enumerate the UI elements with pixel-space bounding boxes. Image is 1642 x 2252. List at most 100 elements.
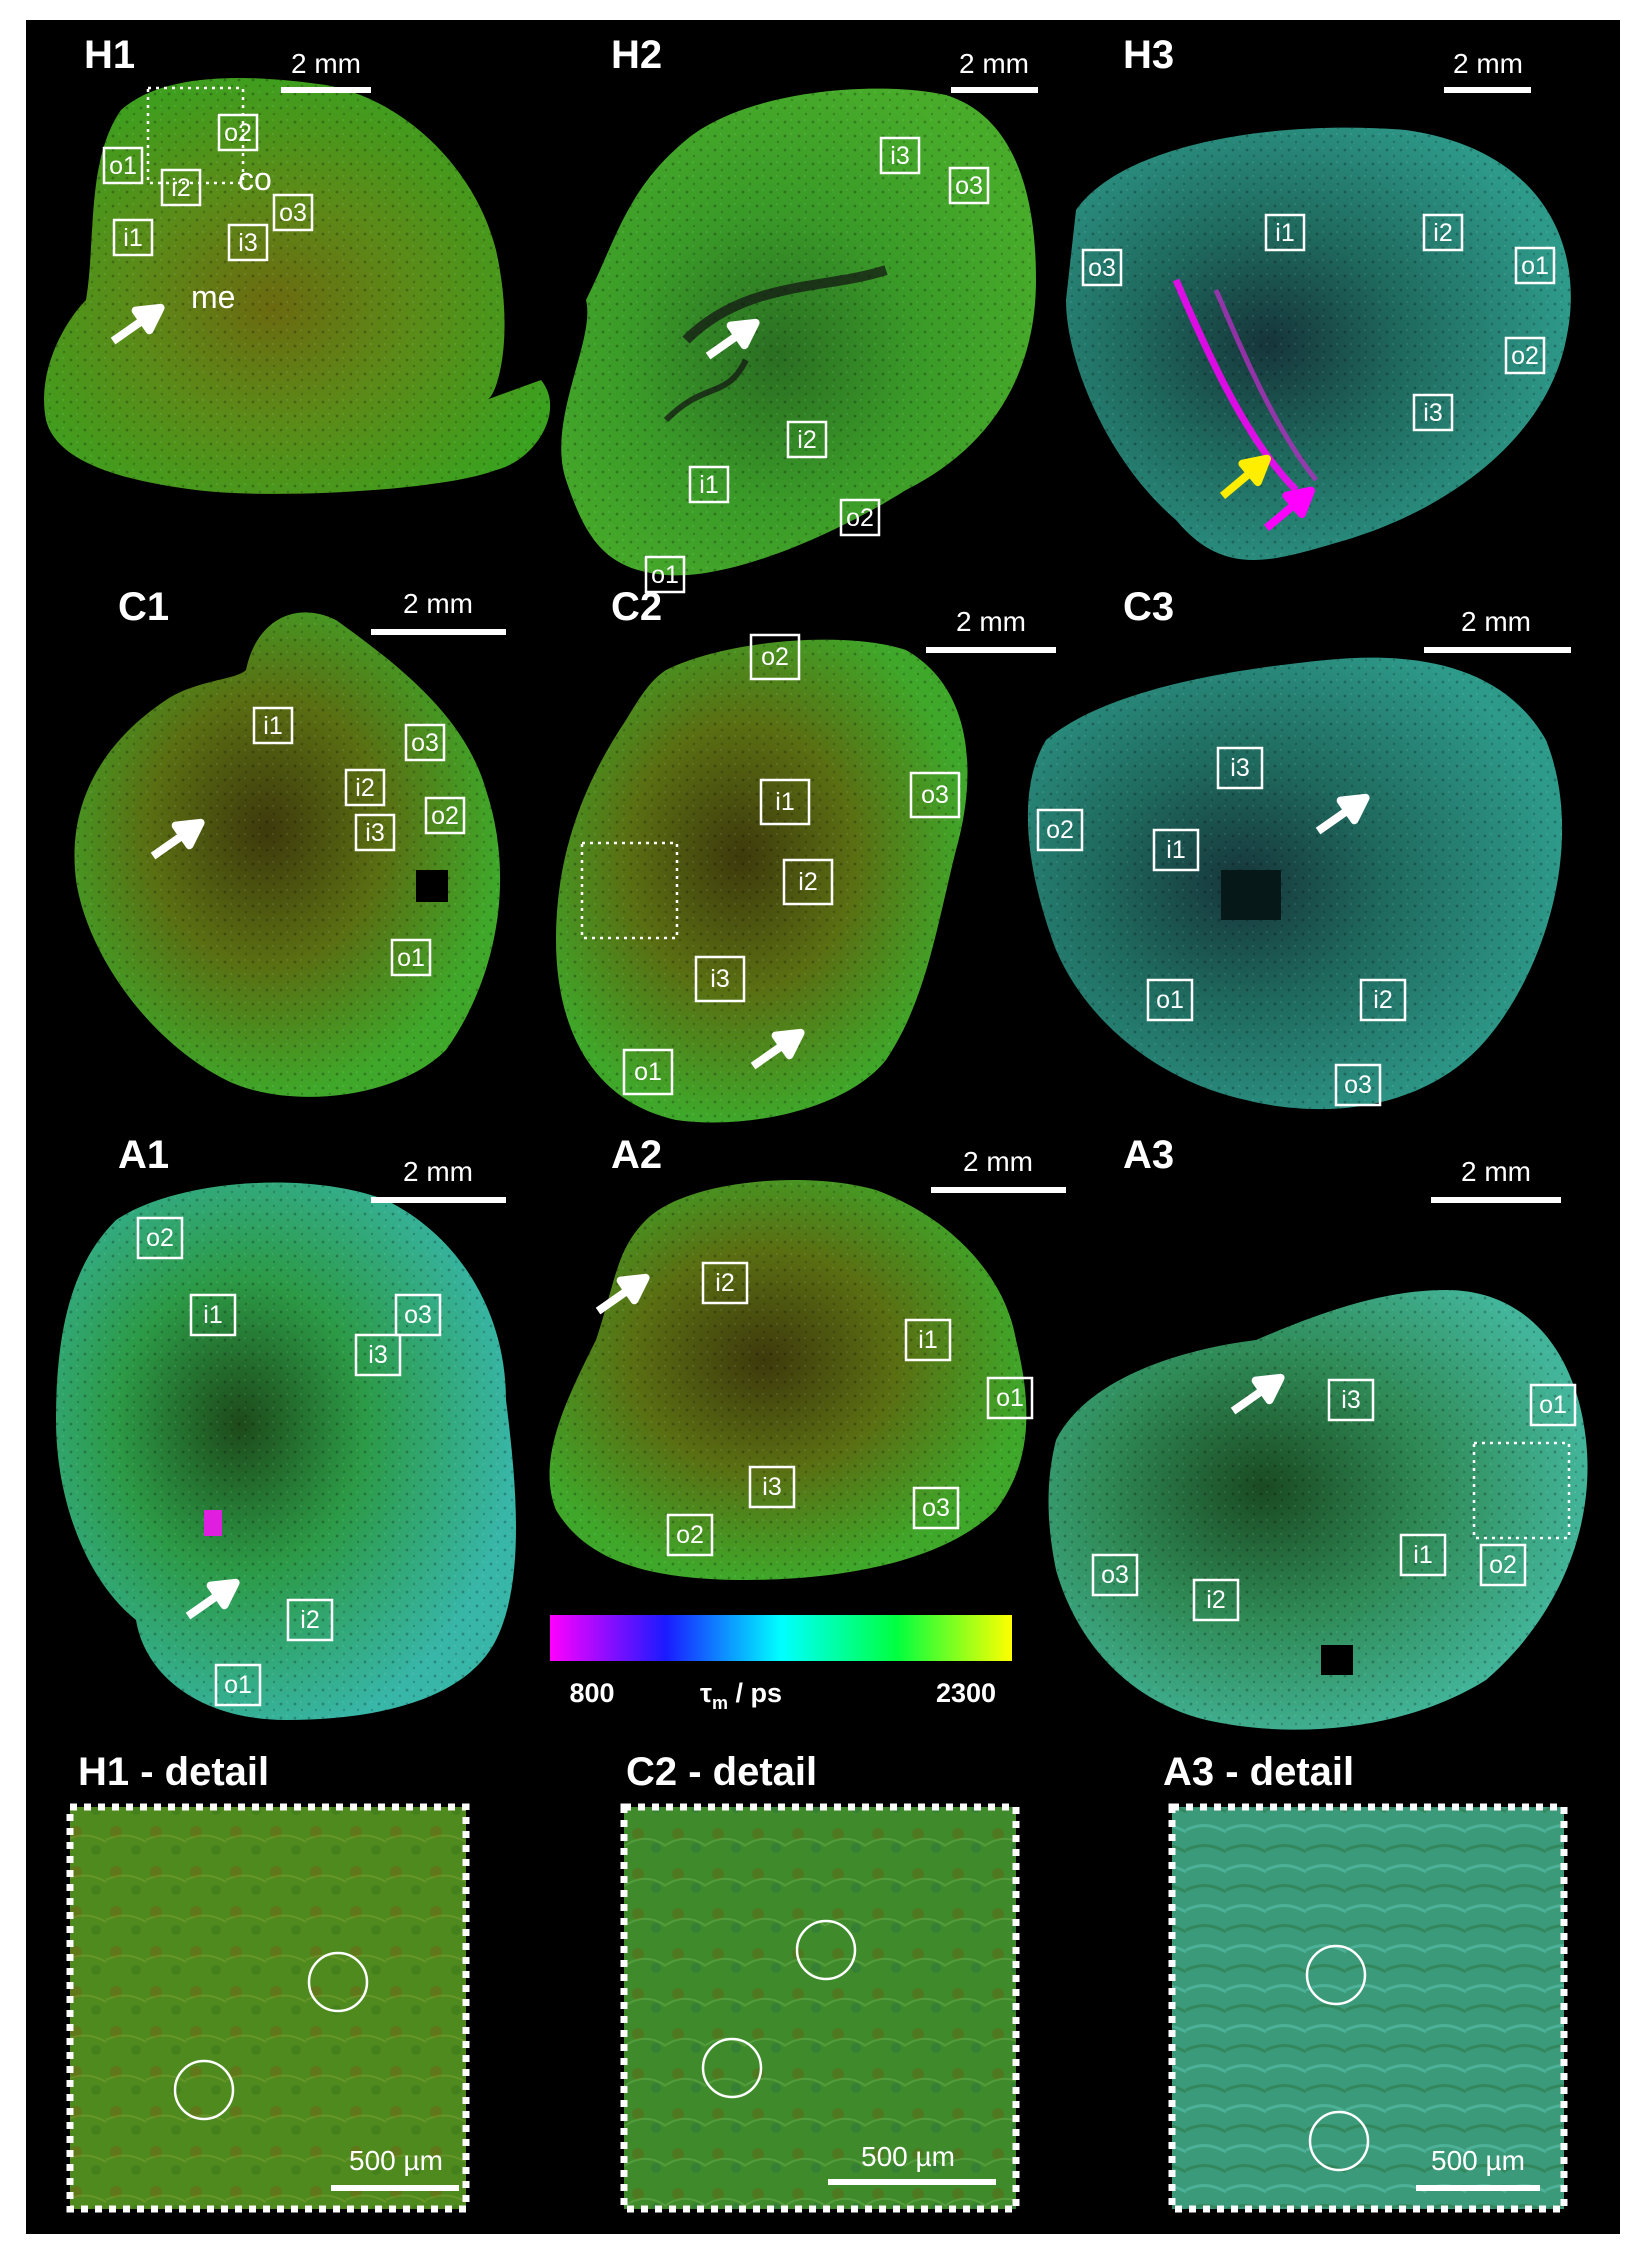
roi-c3-o2: o2 xyxy=(1036,808,1084,852)
detail-title-a3: A3 - detail xyxy=(1163,1750,1354,1794)
svg-text:o2: o2 xyxy=(1046,816,1074,844)
figure-root: H1 2 mm o1 o2 i2 i1 i3 o3 co me H2 2 mm … xyxy=(26,20,1620,2234)
svg-text:i3: i3 xyxy=(1341,1386,1360,1414)
svg-text:o3: o3 xyxy=(279,199,307,227)
roi-a3-i2: i2 xyxy=(1192,1578,1240,1622)
panel-label-c1: C1 xyxy=(118,585,169,629)
svg-text:i2: i2 xyxy=(797,426,816,454)
panel-c2: C2 2 mm o2 i1 o3 i2 i3 o1 xyxy=(556,585,1056,1123)
svg-text:i3: i3 xyxy=(890,142,909,170)
roi-a3-o1: o1 xyxy=(1529,1383,1577,1427)
roi-a2-i1: i1 xyxy=(904,1318,952,1362)
roi-a1-i2: i2 xyxy=(286,1598,334,1642)
svg-text:o1: o1 xyxy=(109,152,137,180)
roi-c1-o1: o1 xyxy=(390,938,432,977)
svg-text:i1: i1 xyxy=(1275,219,1294,247)
scale-label-detail-c2: 500 µm xyxy=(861,2141,955,2172)
roi-a1-o3: o3 xyxy=(394,1293,442,1337)
roi-c2-i3: i3 xyxy=(694,955,746,1003)
colorbar-max-label: 2300 xyxy=(936,1678,996,1708)
roi-h2-o3: o3 xyxy=(948,166,990,205)
svg-text:i2: i2 xyxy=(1206,1586,1225,1614)
detail-a3: A3 - detail 500 µm xyxy=(1163,1750,1568,2213)
svg-text:o3: o3 xyxy=(922,1494,950,1522)
roi-h2-i3: i3 xyxy=(879,136,921,175)
scale-label-a1: 2 mm xyxy=(403,1156,473,1187)
roi-a2-i2: i2 xyxy=(701,1261,749,1305)
roi-a3-i3: i3 xyxy=(1327,1378,1375,1422)
detail-h1: H1 - detail 500 µm xyxy=(66,1750,470,2213)
svg-text:o2: o2 xyxy=(1489,1551,1517,1579)
panel-h1: H1 2 mm o1 o2 i2 i1 i3 o3 co me xyxy=(44,33,551,494)
roi-h3-o2: o2 xyxy=(1504,336,1546,375)
panel-c3: C3 2 mm i3 o2 i1 o1 i2 o3 xyxy=(1027,585,1571,1110)
detail-image-c2 xyxy=(624,1807,1016,2209)
glomerulus-marker xyxy=(1308,2110,1370,2172)
svg-text:o1: o1 xyxy=(996,1384,1024,1412)
roi-a2-i3: i3 xyxy=(748,1465,796,1509)
roi-c2-o1: o1 xyxy=(622,1048,674,1096)
svg-text:o2: o2 xyxy=(224,119,252,147)
roi-c2-o3: o3 xyxy=(909,771,961,819)
colorbar-quantity-label: τm / ps xyxy=(700,1678,782,1713)
roi-a3-o3: o3 xyxy=(1091,1553,1139,1597)
panel-label-h2: H2 xyxy=(611,33,662,77)
roi-a2-o1: o1 xyxy=(986,1376,1034,1420)
roi-c1-i1: i1 xyxy=(252,706,294,745)
svg-text:i1: i1 xyxy=(1166,836,1185,864)
svg-text:i3: i3 xyxy=(1230,754,1249,782)
glomerulus-marker xyxy=(795,1919,857,1981)
scale-label-c2: 2 mm xyxy=(956,606,1026,637)
svg-text:i3: i3 xyxy=(365,819,384,847)
roi-h1-o1: o1 xyxy=(102,146,144,185)
scale-label-a2: 2 mm xyxy=(963,1146,1033,1177)
roi-a2-o3: o3 xyxy=(912,1486,960,1530)
scale-label-detail-a3: 500 µm xyxy=(1431,2145,1525,2176)
roi-c2-i1: i1 xyxy=(759,778,811,826)
arrow-a2 xyxy=(595,1273,650,1315)
svg-text:i1: i1 xyxy=(699,471,718,499)
svg-text:o1: o1 xyxy=(634,1058,662,1086)
roi-c1-o2: o2 xyxy=(424,796,466,835)
roi-h1-i3: i3 xyxy=(227,223,269,262)
detail-frame-a3 xyxy=(1168,1803,1568,2213)
svg-text:i2: i2 xyxy=(300,1606,319,1634)
svg-text:i3: i3 xyxy=(710,965,729,993)
svg-text:o1: o1 xyxy=(1156,986,1184,1014)
scale-label-a3: 2 mm xyxy=(1461,1156,1531,1187)
svg-text:o2: o2 xyxy=(846,504,874,532)
roi-a3-i1: i1 xyxy=(1399,1533,1447,1577)
svg-text:i1: i1 xyxy=(263,712,282,740)
roi-a1-o2: o2 xyxy=(136,1216,184,1260)
panel-a1: A1 2 mm o2 i1 o3 i3 i2 o1 xyxy=(56,1133,516,1720)
roi-h2-o2: o2 xyxy=(839,498,881,537)
colorbar-gradient xyxy=(550,1615,1012,1661)
svg-text:i2: i2 xyxy=(1373,986,1392,1014)
glomerulus-marker xyxy=(307,1951,369,2013)
svg-text:o1: o1 xyxy=(651,561,679,589)
scale-label-h1: 2 mm xyxy=(291,48,361,79)
roi-c3-i1: i1 xyxy=(1152,828,1200,872)
glomerulus-marker xyxy=(1305,1944,1367,2006)
svg-text:i2: i2 xyxy=(355,774,374,802)
panel-c1: C1 2 mm i1 o3 i2 o2 i3 o1 xyxy=(74,585,506,1097)
scale-label-c1: 2 mm xyxy=(403,588,473,619)
svg-text:i1: i1 xyxy=(1413,1541,1432,1569)
figure-svg: H1 2 mm o1 o2 i2 i1 i3 o3 co me H2 2 mm … xyxy=(44,33,1588,2213)
svg-text:o2: o2 xyxy=(1511,342,1539,370)
roi-c3-i3: i3 xyxy=(1216,746,1264,790)
panel-label-a3: A3 xyxy=(1123,1133,1174,1177)
detail-title-h1: H1 - detail xyxy=(78,1750,269,1794)
svg-text:o2: o2 xyxy=(431,802,459,830)
panel-label-a2: A2 xyxy=(611,1133,662,1177)
svg-text:o3: o3 xyxy=(955,172,983,200)
svg-text:i1: i1 xyxy=(123,224,142,252)
roi-h1-i1: i1 xyxy=(112,218,154,257)
detail-c2: C2 - detail 500 µm xyxy=(620,1750,1020,2213)
svg-text:i2: i2 xyxy=(171,174,190,202)
colorbar: 800 2300 τm / ps xyxy=(550,1615,1012,1713)
glomerulus-marker xyxy=(701,2037,763,2099)
svg-text:i2: i2 xyxy=(715,1269,734,1297)
svg-text:o1: o1 xyxy=(1539,1391,1567,1419)
scale-label-c3: 2 mm xyxy=(1461,606,1531,637)
